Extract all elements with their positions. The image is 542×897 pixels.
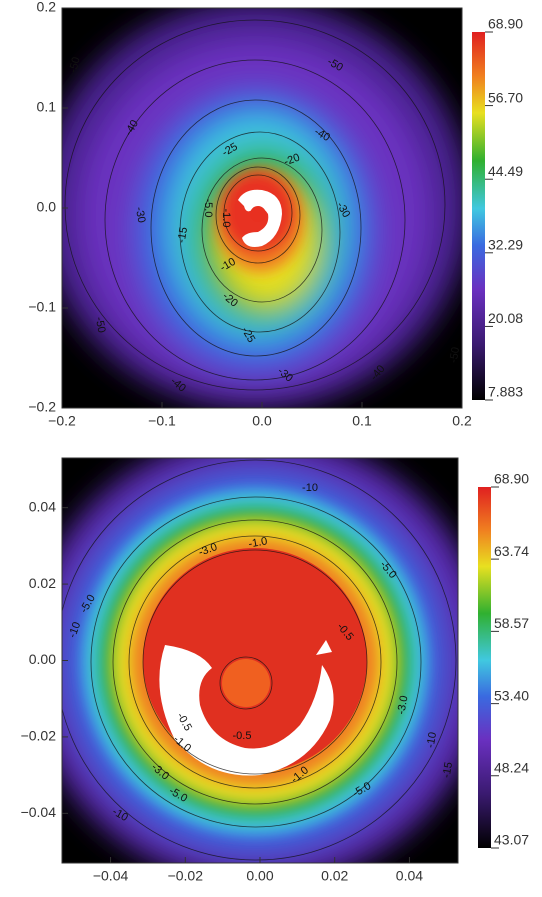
y-tick-label: 0.04 [29,498,56,514]
x-tick-label: −0.02 [168,868,204,884]
colorbar-tick-label: 32.29 [488,237,523,253]
contour-label: -10 [425,731,440,749]
contour-label: -30 [133,206,148,224]
heatmap [62,458,458,863]
colorbar-tick-label: 58.57 [494,615,529,631]
y-tick-label: −0.02 [21,728,57,744]
contour-label: -50 [67,56,83,74]
colorbar-tick-label: 48.24 [494,759,529,775]
x-tick-label: 0.2 [452,413,472,429]
contour-label: -5.0 [202,199,214,218]
x-tick-label: −0.04 [93,868,129,884]
colorbar-tick-label: 68.90 [488,16,523,32]
x-tick-label: 0.00 [246,868,273,884]
contour-label: -50 [93,316,108,334]
colorbar-tick-label: 20.08 [488,310,523,326]
colorbar [478,487,491,848]
x-tick-label: 0.0 [252,413,272,429]
y-tick-label: 0.00 [29,651,56,667]
contour-label: -10 [67,620,84,639]
colorbar-tick-label: 44.49 [488,163,523,179]
colorbar-tick-label: 43.07 [494,832,529,848]
contour-label: -20 [282,152,301,169]
heatmap [62,8,462,408]
x-tick-label: 0.02 [321,868,348,884]
contour-label: -3.0 [395,695,410,716]
contour-label: -1.0 [248,535,269,550]
contour-label: -1.0 [220,209,232,228]
contour-label: -15 [176,226,191,244]
contour-label: -10 [302,482,318,494]
colorbar-tick-label: 53.40 [494,687,529,703]
y-tick-label: −0.04 [21,804,57,820]
colorbar-tick-label: 63.74 [494,543,529,559]
x-tick-label: −0.2 [48,413,76,429]
y-tick-label: −0.2 [28,399,56,415]
colorbar [472,32,485,400]
colorbar-tick-label: 68.90 [494,471,529,487]
x-tick-label: 0.04 [396,868,423,884]
contour-label: -50 [448,346,463,364]
y-tick-label: 0.2 [37,0,57,15]
y-tick-label: 0.02 [29,575,56,591]
contour-label: -15 [441,761,456,779]
x-tick-label: 0.1 [352,413,372,429]
colorbar-tick-label: 56.70 [488,89,523,105]
y-tick-label: 0.1 [37,99,57,115]
x-tick-label: −0.1 [148,413,176,429]
colorbar-tick-label: 7.883 [488,384,523,400]
y-tick-label: 0.0 [37,199,57,215]
contour-label: -0.5 [233,730,252,742]
y-tick-label: −0.1 [28,299,56,315]
